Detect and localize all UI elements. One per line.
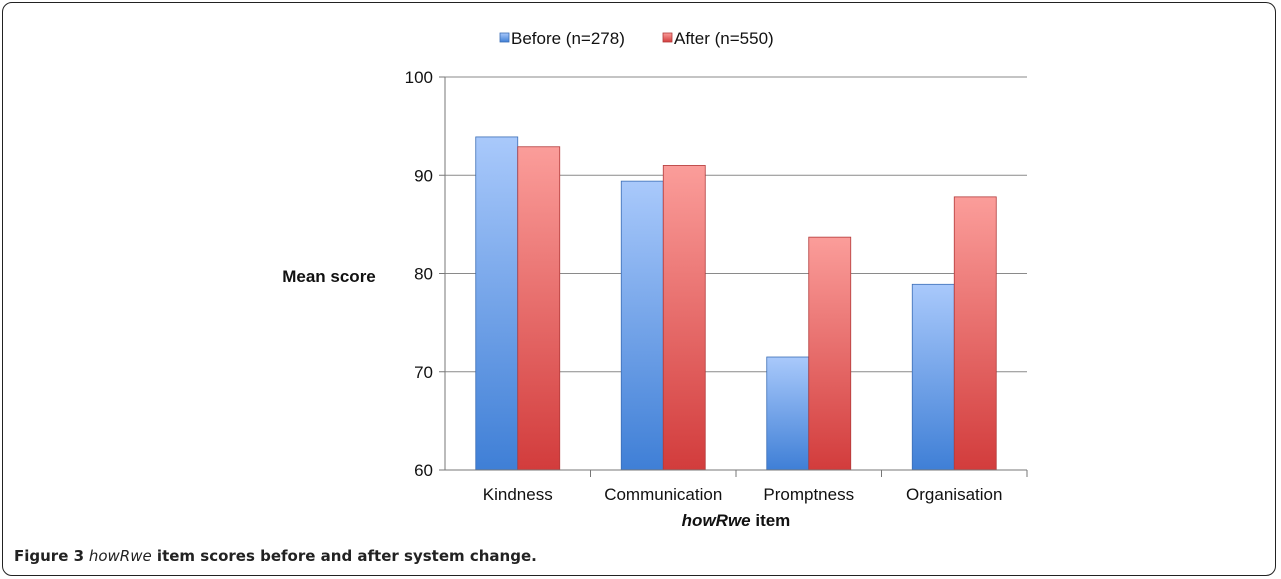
legend-swatch-after xyxy=(662,32,673,43)
bar-before-promptness xyxy=(766,356,810,471)
legend-swatch-before xyxy=(499,32,510,43)
bar-after-communication xyxy=(662,165,706,471)
legend-label-after: After (n=550) xyxy=(674,29,774,48)
figure-caption: Figure 3 howRwe item scores before and a… xyxy=(14,547,537,565)
x-tick-label: Promptness xyxy=(763,485,854,504)
y-tick-label: 80 xyxy=(414,265,433,284)
bar-after-kindness xyxy=(517,146,561,471)
y-axis-label: Mean score xyxy=(282,267,376,286)
x-tick-label: Kindness xyxy=(483,485,553,504)
bar-before-kindness xyxy=(475,136,519,471)
bar-before-communication xyxy=(620,180,664,471)
y-tick-label: 70 xyxy=(414,363,433,382)
y-tick-labels: 60 70 80 90 100 xyxy=(405,68,433,480)
bar-after-promptness xyxy=(808,236,852,471)
x-axis-label: howRwe item xyxy=(682,511,791,530)
y-tick-label: 100 xyxy=(405,68,433,87)
x-tick-label: Organisation xyxy=(906,485,1002,504)
x-tick-labels: Kindness Communication Promptness Organisat… xyxy=(483,485,1003,504)
axes xyxy=(444,77,1027,471)
bar-before-organisation xyxy=(911,283,955,471)
legend-label-before: Before (n=278) xyxy=(511,29,625,48)
legend: Before (n=278) After (n=550) xyxy=(499,29,774,48)
figure-label: Figure 3 xyxy=(14,547,85,565)
caption-text: item scores before and after system chan… xyxy=(151,547,537,565)
y-tick-label: 60 xyxy=(414,461,433,480)
x-tick-label: Communication xyxy=(604,485,722,504)
bar-after-organisation xyxy=(953,196,997,471)
y-tick-label: 90 xyxy=(414,166,433,185)
caption-italic-term: howRwe xyxy=(88,547,152,565)
bars xyxy=(475,136,1028,477)
x-axis-label-rest: item xyxy=(751,511,791,530)
x-axis-label-italic: howRwe xyxy=(682,511,751,530)
